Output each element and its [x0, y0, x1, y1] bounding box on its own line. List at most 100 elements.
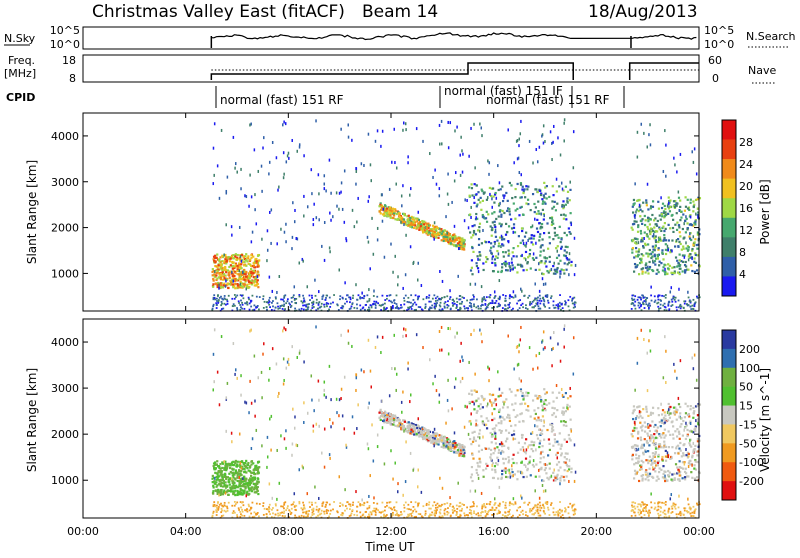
- velocity-echo: [637, 432, 639, 434]
- power-echo: [664, 271, 666, 273]
- power-echo: [662, 305, 664, 307]
- colorbar-segment: [722, 159, 736, 179]
- power-echo: [288, 152, 290, 155]
- velocity-echo: [494, 471, 496, 473]
- power-echo: [673, 200, 675, 202]
- velocity-echo: [482, 511, 484, 513]
- power-echo: [658, 208, 660, 210]
- velocity-echo: [564, 438, 566, 440]
- velocity-echo: [654, 453, 656, 455]
- velocity-echo: [670, 478, 672, 480]
- velocity-echo: [224, 473, 226, 475]
- power-echo: [568, 273, 570, 276]
- power-echo: [655, 230, 657, 232]
- power-echo: [375, 301, 377, 303]
- power-echo: [294, 285, 296, 288]
- power-echo: [633, 304, 635, 306]
- velocity-echo: [662, 432, 664, 434]
- velocity-echo: [548, 402, 550, 404]
- power-echo: [513, 202, 515, 204]
- power-echo: [348, 136, 350, 139]
- velocity-echo: [689, 460, 691, 462]
- velocity-echo: [477, 397, 479, 399]
- velocity-echo: [693, 467, 695, 469]
- power-echo: [561, 304, 563, 306]
- power-echo: [494, 264, 496, 266]
- velocity-echo: [647, 442, 649, 444]
- power-echo: [559, 260, 561, 262]
- power-echo: [396, 166, 398, 169]
- colorbar-tick-label: 28: [739, 136, 753, 149]
- velocity-echo: [658, 471, 660, 473]
- velocity-echo: [217, 501, 219, 503]
- power-echo: [413, 299, 415, 301]
- power-echo: [481, 134, 483, 137]
- power-echo: [469, 231, 471, 233]
- velocity-echo: [571, 507, 573, 509]
- power-echo: [645, 219, 647, 221]
- power-echo: [672, 231, 674, 233]
- power-echo: [257, 275, 259, 278]
- power-echo: [495, 218, 497, 220]
- velocity-echo: [242, 511, 244, 513]
- power-echo: [633, 299, 635, 301]
- velocity-echo: [392, 414, 394, 416]
- power-echo: [485, 308, 487, 310]
- velocity-echo: [479, 429, 481, 431]
- power-echo: [482, 200, 484, 202]
- power-echo: [512, 308, 514, 310]
- power-echo: [533, 252, 535, 255]
- power-echo: [309, 299, 311, 301]
- velocity-echo: [688, 462, 690, 464]
- velocity-echo: [656, 476, 658, 478]
- power-echo: [390, 217, 392, 219]
- velocity-echo: [649, 424, 651, 426]
- velocity-echo: [632, 410, 634, 412]
- power-echo: [569, 199, 571, 201]
- power-echo: [420, 225, 422, 227]
- power-echo: [403, 121, 405, 124]
- power-echo: [493, 211, 495, 213]
- power-echo: [505, 251, 507, 253]
- power-echo: [544, 262, 546, 264]
- power-echo: [679, 199, 681, 201]
- power-echo: [521, 254, 523, 257]
- power-echo: [505, 223, 507, 225]
- velocity-echo: [654, 430, 656, 432]
- velocity-echo: [450, 503, 452, 505]
- power-echo: [292, 201, 294, 204]
- power-echo: [500, 214, 502, 216]
- power-echo: [684, 269, 686, 271]
- power-echo: [225, 223, 227, 226]
- power-echo: [551, 158, 553, 161]
- power-echo: [527, 308, 529, 310]
- velocity-echo: [284, 515, 286, 517]
- power-echo: [546, 294, 548, 296]
- power-echo: [226, 190, 228, 193]
- velocity-echo: [569, 406, 571, 408]
- power-echo: [485, 261, 487, 263]
- power-echo: [490, 302, 492, 304]
- power-echo: [637, 131, 639, 134]
- power-echo: [645, 271, 647, 273]
- velocity-echo: [253, 511, 255, 513]
- velocity-echo: [480, 403, 482, 405]
- velocity-echo: [682, 420, 684, 422]
- velocity-echo: [565, 462, 567, 464]
- power-echo: [232, 305, 234, 307]
- power-echo: [460, 174, 462, 177]
- colorbar-tick-label: 8: [739, 246, 746, 259]
- power-echo: [634, 237, 636, 239]
- power-echo: [676, 212, 678, 214]
- power-echo: [652, 248, 654, 250]
- power-echo: [645, 252, 647, 254]
- power-echo: [485, 217, 487, 219]
- power-echo: [227, 176, 229, 179]
- velocity-echo: [491, 514, 493, 516]
- power-echo: [555, 304, 557, 306]
- velocity-echo: [441, 446, 443, 448]
- power-echo: [566, 234, 568, 236]
- velocity-echo: [543, 456, 545, 458]
- velocity-echo: [470, 390, 472, 392]
- velocity-echo: [531, 441, 533, 443]
